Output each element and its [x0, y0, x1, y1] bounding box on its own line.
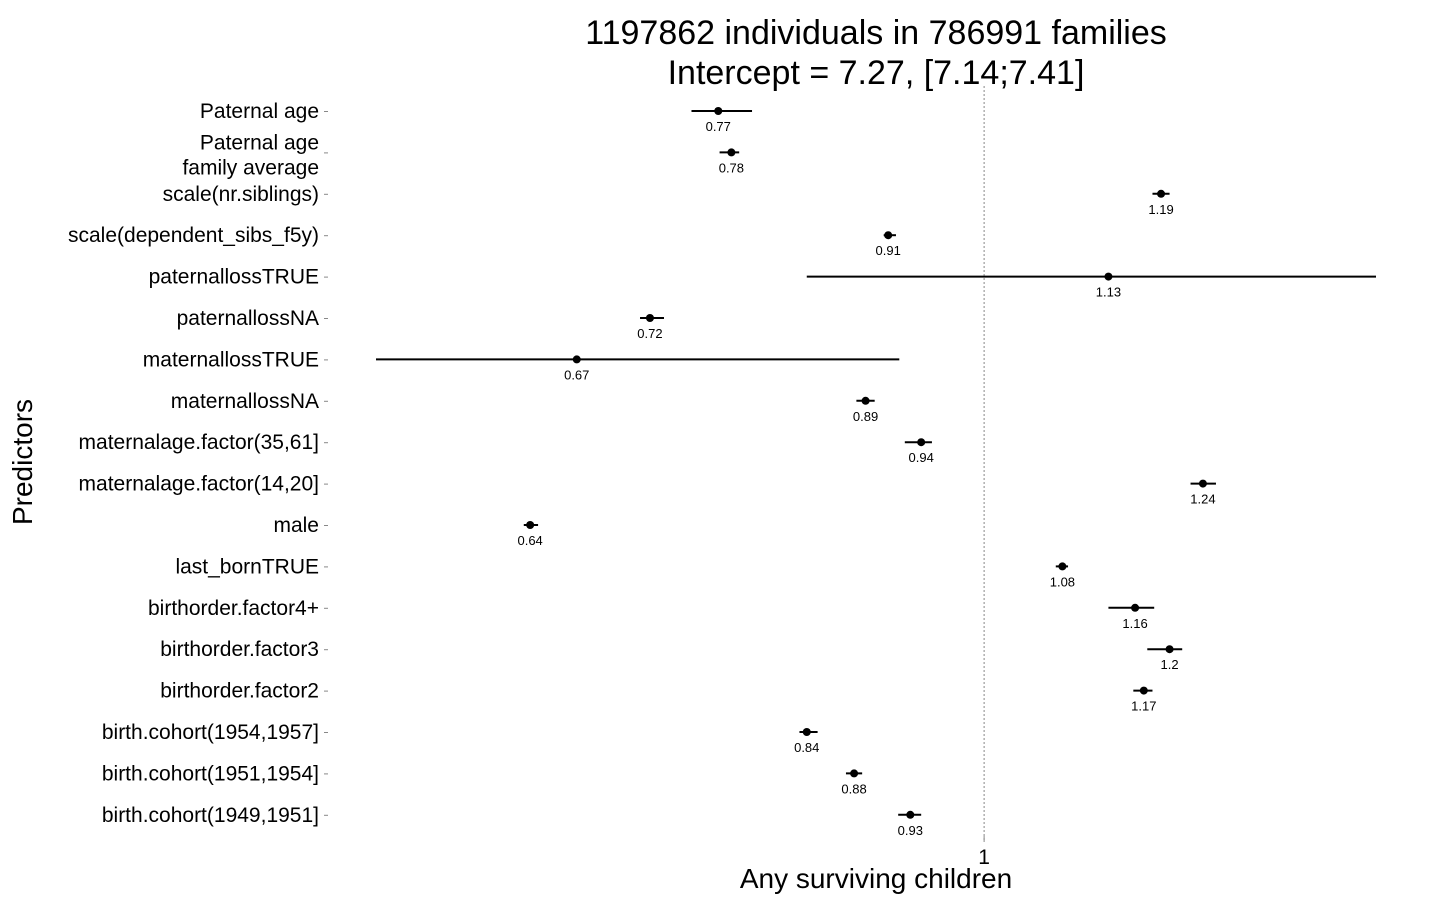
estimate-label: 0.67	[564, 367, 589, 382]
estimate-label: 1.16	[1122, 616, 1147, 631]
estimate-point	[714, 107, 723, 115]
estimate-point	[572, 355, 581, 364]
estimate-label: 1.24	[1190, 492, 1215, 507]
estimate-label: 0.84	[794, 740, 819, 755]
chart-title-line-1: 1197862 individuals in 786991 families	[585, 14, 1167, 52]
estimate-point	[645, 314, 654, 322]
estimate-point	[906, 810, 915, 819]
predictor-label: birthorder.factor3	[160, 638, 319, 661]
predictor-label: birth.cohort(1949,1951]	[102, 804, 319, 827]
estimate-label: 0.91	[876, 243, 901, 258]
predictor-label: birth.cohort(1954,1957]	[102, 721, 319, 744]
predictor-label: maternalage.factor(14,20]	[79, 473, 319, 496]
estimate-label: 0.72	[637, 326, 662, 341]
estimate-point	[861, 396, 870, 405]
predictor-label: scale(nr.siblings)	[163, 183, 319, 206]
x-axis-title: Any surviving children	[740, 863, 1012, 894]
predictor-label: scale(dependent_sibs_f5y)	[68, 224, 319, 247]
estimate-label: 0.94	[909, 450, 934, 465]
estimate-point	[884, 231, 893, 240]
predictor-label: maternallossTRUE	[143, 348, 319, 371]
estimate-point	[1131, 603, 1140, 612]
estimate-label: 0.78	[719, 160, 744, 175]
estimate-point	[727, 148, 736, 157]
predictor-label: birth.cohort(1951,1954]	[102, 762, 319, 785]
predictor-label: male	[273, 514, 319, 537]
predictor-label: Paternal age	[200, 100, 319, 123]
estimate-label: 0.77	[706, 119, 731, 134]
estimate-label: 1.17	[1131, 699, 1156, 714]
estimate-point	[1198, 479, 1207, 488]
estimate-label: 0.88	[841, 781, 866, 796]
estimate-point	[850, 769, 859, 778]
y-axis-title: Predictors	[7, 399, 38, 525]
estimate-point	[526, 521, 535, 529]
predictor-label: Paternal age family average	[182, 131, 319, 179]
predictor-label: last_bornTRUE	[175, 555, 319, 578]
estimate-label: 0.64	[517, 533, 542, 548]
estimate-point	[802, 728, 811, 736]
estimate-point	[1058, 562, 1067, 571]
estimate-label: 0.93	[898, 823, 923, 838]
estimate-point	[1139, 686, 1148, 695]
estimate-label: 1.19	[1148, 202, 1173, 217]
chart-title-line-2: Intercept = 7.27, [7.14;7.41]	[668, 54, 1085, 92]
estimate-label: 1.2	[1161, 657, 1179, 672]
estimate-label: 0.89	[853, 409, 878, 424]
estimate-label: 1.13	[1096, 285, 1121, 300]
predictor-label: maternalage.factor(35,61]	[79, 431, 319, 454]
predictor-label: paternallossNA	[177, 307, 319, 330]
estimate-point	[917, 438, 926, 447]
predictor-label: birthorder.factor4+	[148, 597, 319, 620]
estimate-point	[1104, 272, 1113, 281]
predictor-label: paternallossTRUE	[149, 266, 319, 289]
predictor-label: maternallossNA	[171, 390, 319, 413]
x-tick-label: 1	[978, 846, 990, 869]
estimate-point	[1157, 189, 1166, 198]
chart-rows: Paternal age 0.77 Paternal age family avera…	[68, 100, 1376, 838]
estimate-point	[1165, 645, 1174, 654]
predictor-label: birthorder.factor2	[160, 680, 319, 703]
estimate-label: 1.08	[1050, 574, 1075, 589]
